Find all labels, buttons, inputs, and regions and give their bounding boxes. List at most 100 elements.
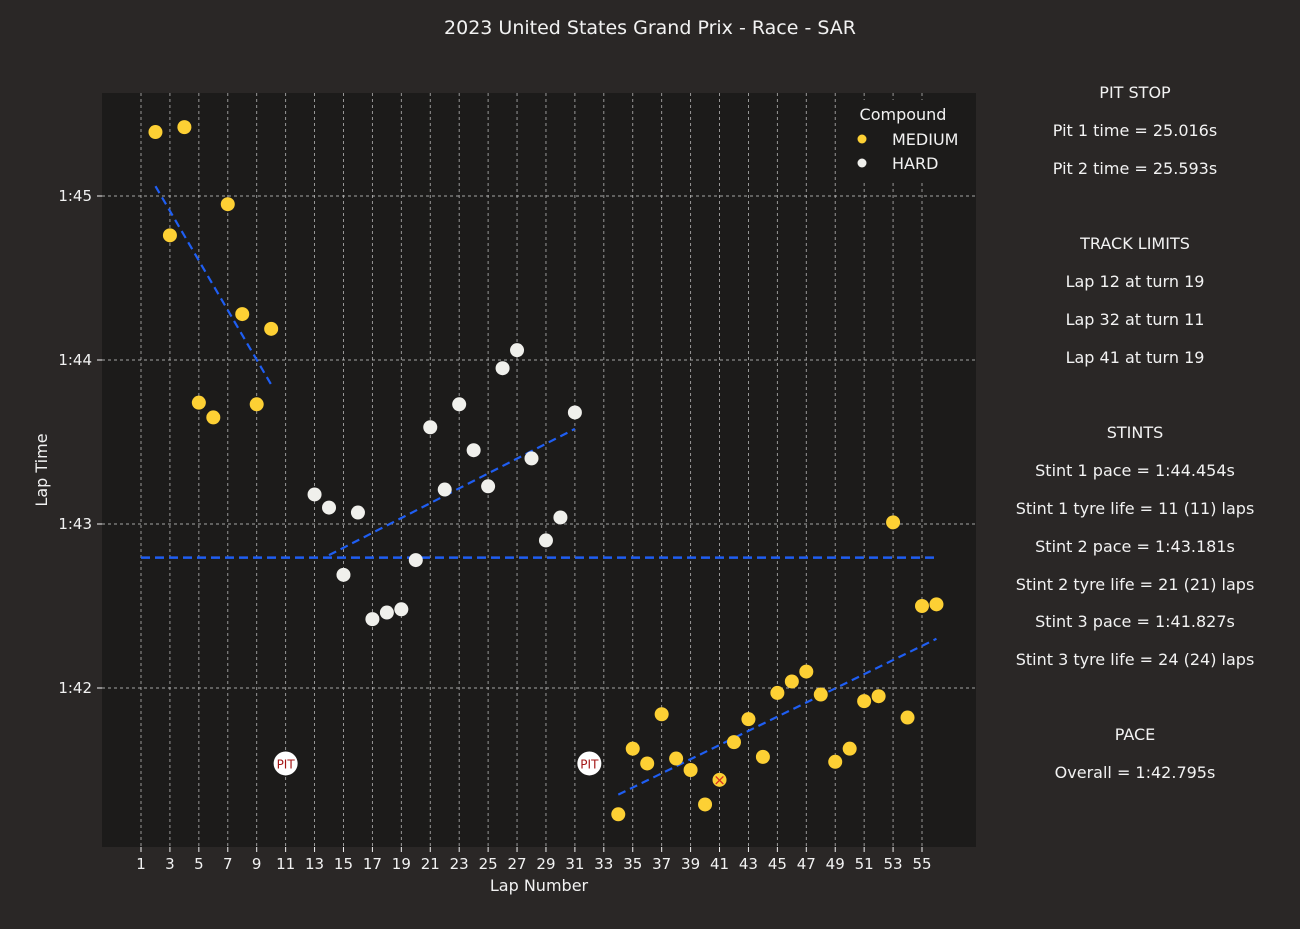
lap-point-medium [162, 228, 177, 243]
lap-point-hard [495, 361, 510, 376]
lap-point-medium [886, 515, 901, 530]
lap-point-hard [553, 510, 568, 525]
track-limit-2: Lap 32 at turn 11 [1065, 310, 1205, 329]
legend-marker-medium [857, 134, 867, 144]
lap-point-medium [654, 707, 669, 722]
y-axis-label: Lap Time [32, 433, 51, 506]
y-tick-label: 1:45 [58, 187, 92, 205]
stint-1-pace: Stint 1 pace = 1:44.454s [1035, 461, 1235, 480]
lap-point-medium [611, 807, 626, 822]
lap-point-medium [249, 397, 264, 412]
x-tick-label: 19 [392, 855, 411, 873]
x-tick-label: 55 [912, 855, 931, 873]
x-tick-label: 51 [855, 855, 874, 873]
x-axis-label: Lap Number [490, 876, 589, 895]
x-tick-label: 41 [710, 855, 729, 873]
x-tick-label: 9 [252, 855, 262, 873]
plot-area [102, 93, 976, 847]
x-tick-label: 39 [681, 855, 700, 873]
stint-2-pace: Stint 2 pace = 1:43.181s [1035, 537, 1235, 556]
y-tick-label: 1:43 [58, 515, 92, 533]
track-limit-marker: × [713, 771, 726, 789]
pit-1-time: Pit 1 time = 25.016s [1052, 121, 1218, 140]
lap-point-hard [365, 612, 380, 627]
lap-point-medium [784, 674, 799, 689]
track-limit-1: Lap 12 at turn 19 [1065, 272, 1205, 291]
lap-point-medium [206, 410, 221, 425]
lap-point-hard [350, 505, 365, 520]
x-tick-label: 31 [565, 855, 584, 873]
stint-1-tyre-life: Stint 1 tyre life = 11 (11) laps [1015, 499, 1255, 518]
lap-point-hard [394, 602, 409, 617]
lap-point-hard [481, 479, 496, 494]
x-tick-label: 3 [165, 855, 175, 873]
x-tick-label: 17 [363, 855, 382, 873]
stint-3-tyre-life: Stint 3 tyre life = 24 (24) laps [1015, 650, 1255, 669]
lap-point-medium [264, 321, 279, 336]
lap-point-medium [177, 120, 192, 135]
x-tick-label: 13 [305, 855, 324, 873]
lap-point-hard [379, 605, 394, 620]
x-tick-label: 47 [797, 855, 816, 873]
lap-point-hard [408, 553, 423, 568]
lap-point-hard [336, 567, 351, 582]
x-tick-label: 43 [739, 855, 758, 873]
track-limits-heading: TRACK LIMITS [1080, 234, 1190, 253]
x-tick-label: 25 [479, 855, 498, 873]
lap-point-medium [712, 772, 727, 787]
lap-point-medium [698, 797, 713, 812]
x-tick-label: 29 [536, 855, 555, 873]
pit-2-time: Pit 2 time = 25.593s [1052, 159, 1218, 178]
x-tick-label: 27 [507, 855, 526, 873]
lap-point-hard [437, 482, 452, 497]
grid-lines [102, 93, 976, 847]
x-tick-label: 7 [223, 855, 233, 873]
data-points [148, 120, 944, 822]
lap-point-medium [755, 749, 770, 764]
pit-stop-heading: PIT STOP [1099, 83, 1171, 102]
pit-marker [273, 751, 298, 776]
x-tick-label: 45 [768, 855, 787, 873]
lap-point-medium [915, 599, 929, 613]
stint-3-pace: Stint 3 pace = 1:41.827s [1035, 612, 1235, 631]
x-tick-label: 23 [450, 855, 469, 873]
y-tick-label: 1:44 [58, 351, 92, 369]
lap-point-medium [726, 735, 741, 750]
overall-pace: Overall = 1:42.795s [1054, 763, 1216, 782]
stint-trend-line [617, 637, 937, 796]
lap-point-medium [191, 395, 206, 410]
legend: Compound MEDIUM HARD [846, 100, 968, 180]
lap-point-medium [741, 712, 756, 727]
stints-heading: STINTS [1106, 423, 1164, 442]
x-tick-label: 11 [276, 855, 295, 873]
lap-point-hard [538, 533, 553, 548]
lap-point-medium [640, 756, 655, 771]
lap-point-medium [871, 689, 886, 704]
x-tick-label: 5 [194, 855, 204, 873]
y-tick-label: 1:42 [58, 679, 92, 697]
legend-marker-hard [857, 158, 867, 168]
lap-point-medium [857, 694, 872, 709]
track-limit-3: Lap 41 at turn 19 [1065, 348, 1205, 367]
lap-point-hard [567, 405, 582, 420]
lap-point-medium [813, 687, 828, 702]
lap-point-hard [524, 451, 539, 466]
pace-heading: PACE [1114, 725, 1156, 744]
legend-label-hard: HARD [892, 154, 938, 173]
legend-label-medium: MEDIUM [892, 130, 958, 149]
lap-point-medium [220, 197, 235, 212]
x-tick-label: 15 [334, 855, 353, 873]
lap-point-hard [423, 420, 438, 435]
stint-2-tyre-life: Stint 2 tyre life = 21 (21) laps [1015, 575, 1255, 594]
x-tick-label: 35 [623, 855, 642, 873]
lap-point-medium [770, 685, 785, 700]
lap-point-medium [148, 125, 163, 140]
lap-point-hard [322, 500, 337, 515]
lap-point-medium [235, 307, 250, 322]
x-tick-label: 21 [421, 855, 440, 873]
chart-title: 2023 United States Grand Prix - Race - S… [444, 17, 856, 39]
pit-marker-label: PIT [580, 757, 599, 771]
stint-trend-line [328, 427, 576, 557]
pit-marker-label: PIT [277, 757, 296, 771]
